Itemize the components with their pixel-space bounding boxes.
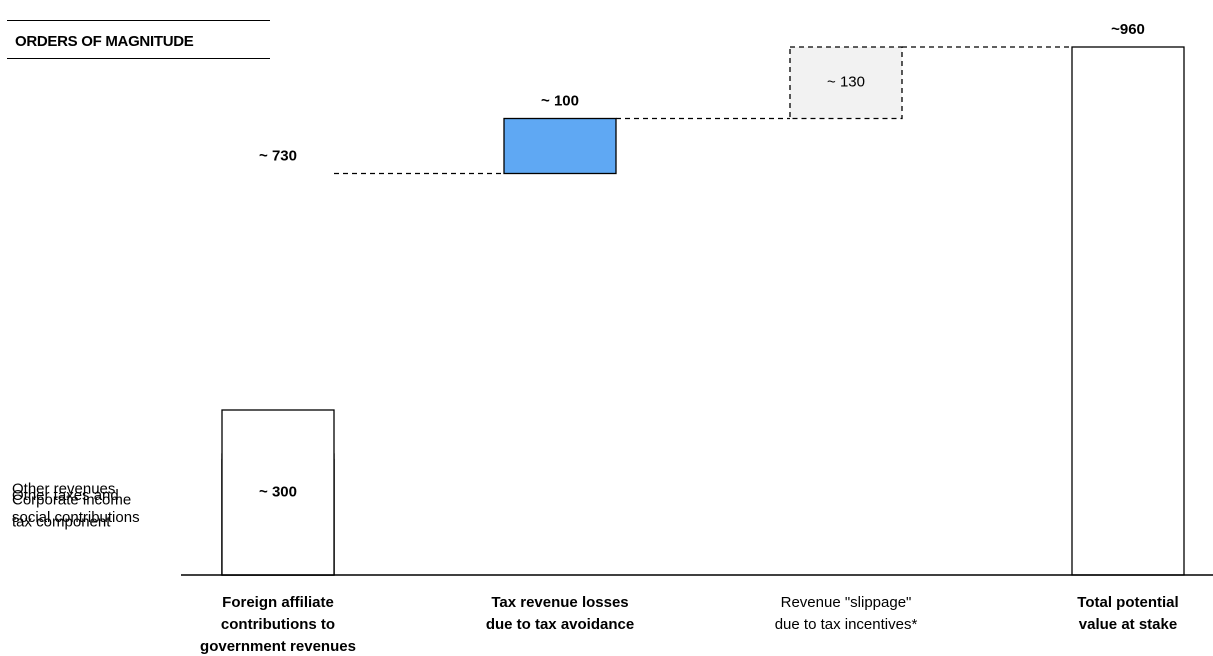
category-tick-label: Total potential — [1077, 594, 1178, 611]
header-top-rule — [7, 20, 270, 21]
category-tick-label: government revenues — [200, 638, 356, 655]
category-tick-label: Revenue "slippage" — [781, 594, 912, 611]
waterfall-bar — [1071, 46, 1185, 576]
category-tick-label: contributions to — [221, 616, 335, 633]
category-tick-label: due to tax avoidance — [486, 616, 634, 633]
waterfall-bar — [503, 117, 617, 175]
category-tick-label: value at stake — [1079, 616, 1177, 633]
stack-component-name: Other revenues — [12, 480, 115, 497]
header-bottom-rule — [7, 58, 270, 59]
stack-segment-bar — [221, 409, 335, 576]
bar-total-label: ~960 — [1111, 21, 1145, 38]
category-tick-label: due to tax incentives* — [775, 616, 918, 633]
stack-component-name: tax component — [12, 513, 111, 530]
category-tick-label: Foreign affiliate — [222, 594, 334, 611]
chart-header-title: ORDERS OF MAGNITUDE — [15, 33, 194, 50]
stack-component-name: Corporate income — [12, 491, 131, 508]
bar-total-label: ~ 100 — [541, 92, 579, 109]
stack-component-name: Other taxes and — [12, 487, 119, 504]
waterfall-bar — [789, 46, 903, 120]
category-tick-label: Tax revenue losses — [491, 594, 628, 611]
bar-value-label: ~ 130 — [827, 74, 865, 91]
bar-total-label: ~ 730 — [259, 147, 297, 164]
stack-segment-value-label: ~ 300 — [259, 483, 297, 500]
stack-component-name: social contributions — [12, 509, 140, 526]
